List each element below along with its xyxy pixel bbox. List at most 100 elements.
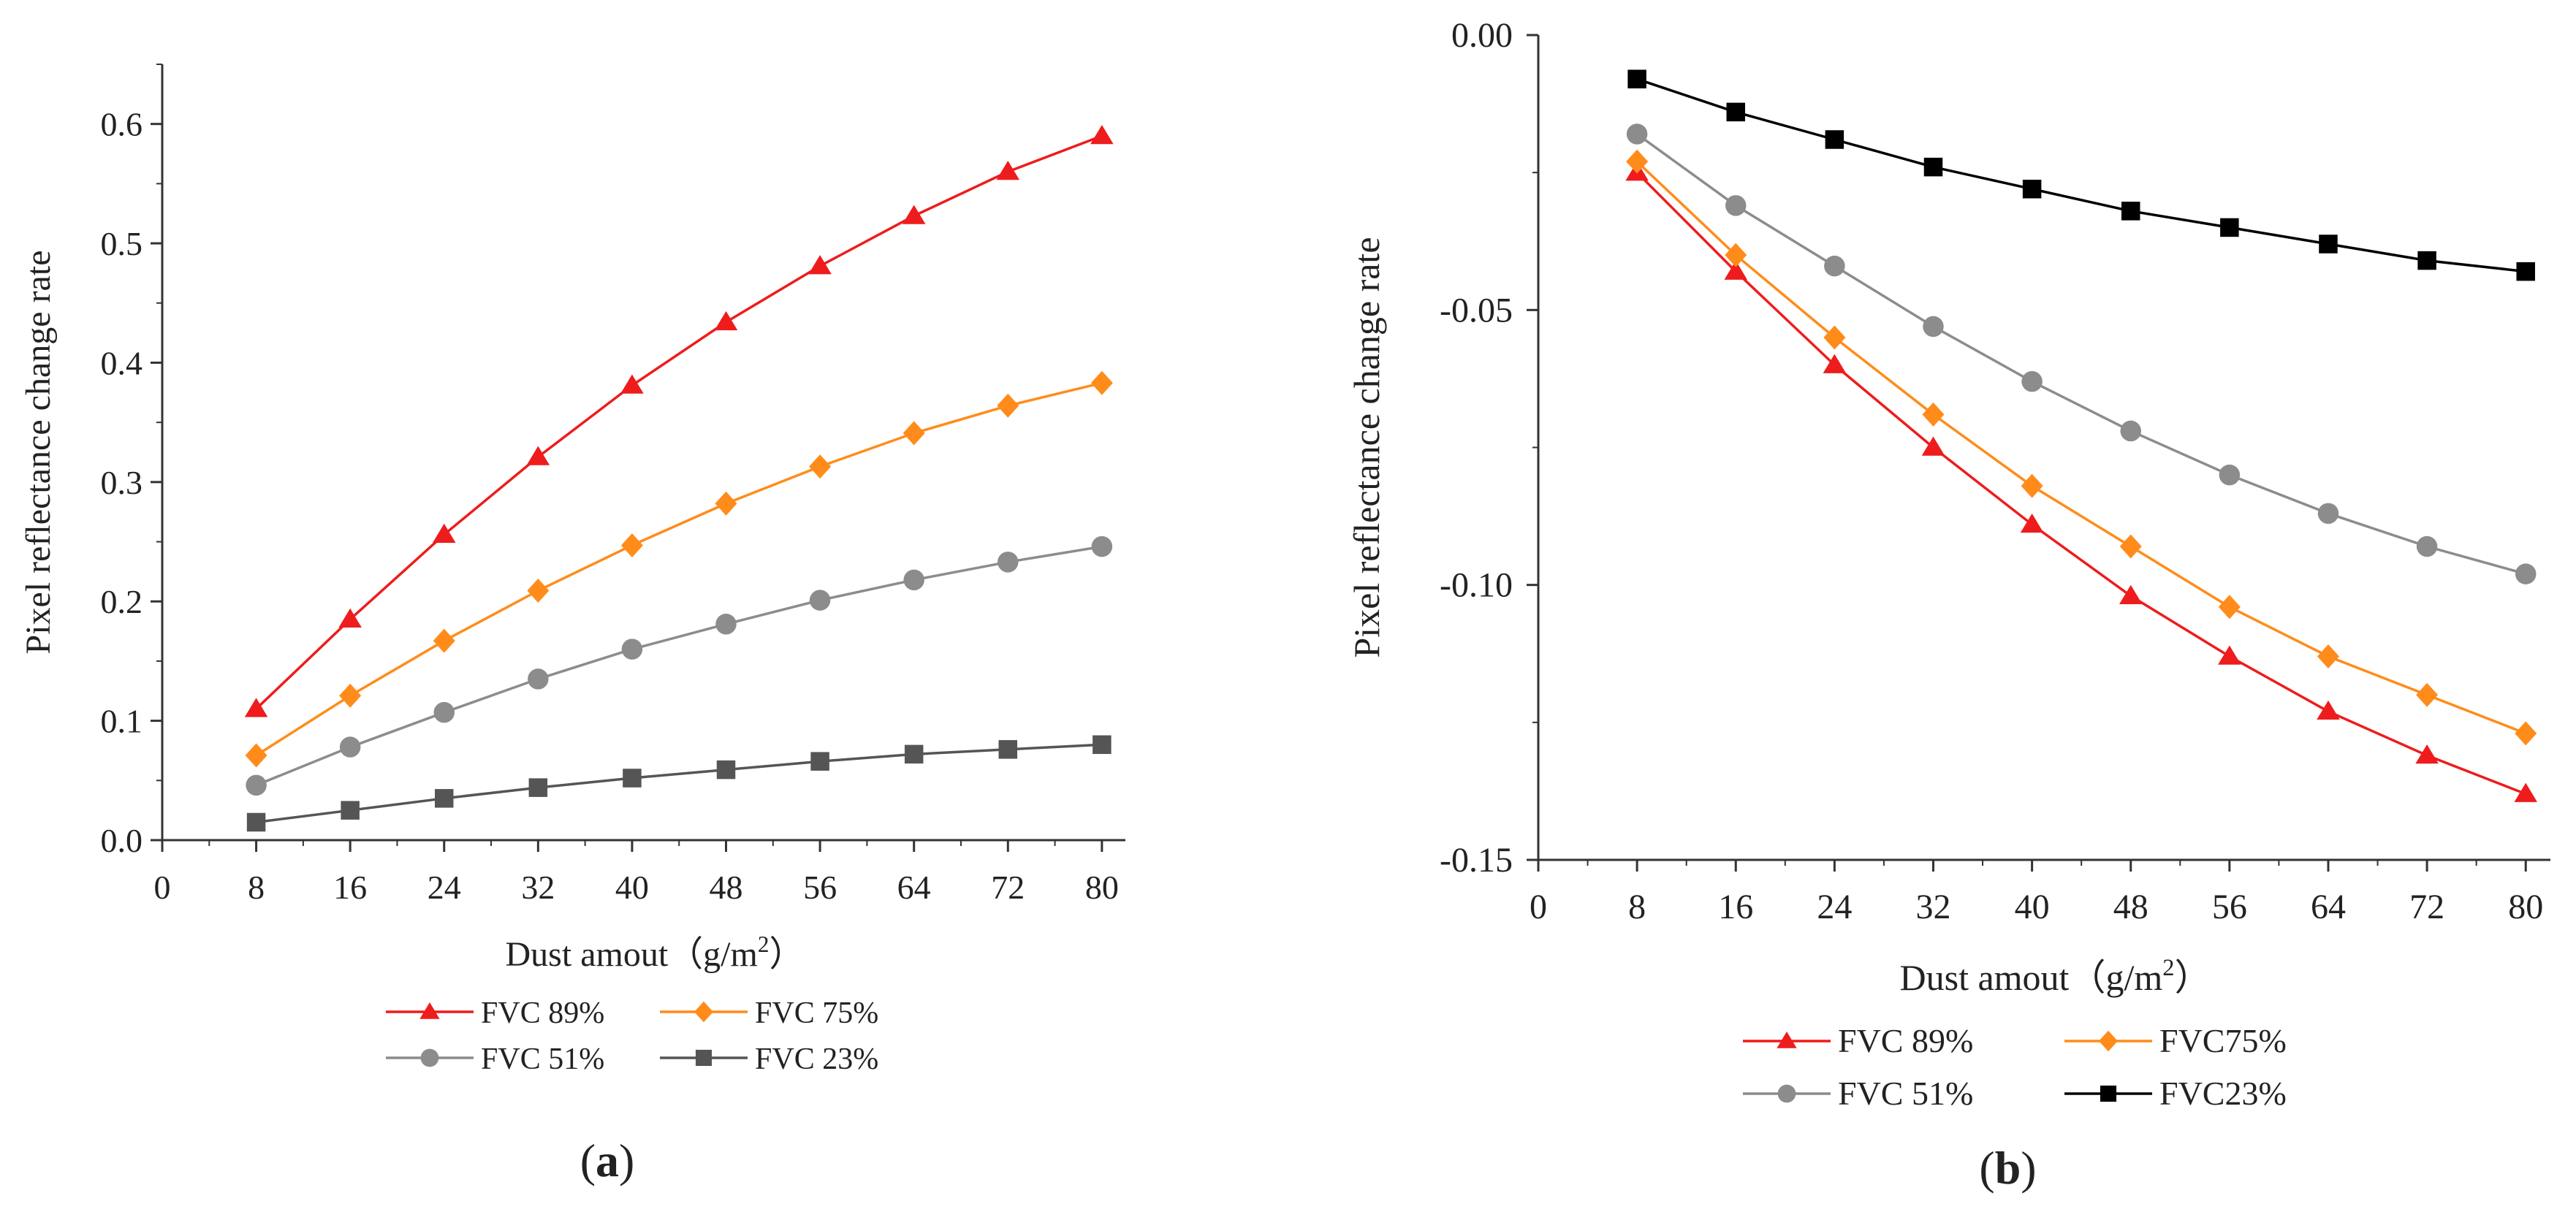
series-line-2	[255, 545, 1103, 787]
data-point	[2514, 782, 2537, 802]
x-tick-label: 64	[897, 869, 931, 906]
data-point	[1725, 243, 1747, 267]
legend-marker	[2100, 1085, 2117, 1102]
legend-label: FVC75%	[2159, 1022, 2287, 1059]
data-point	[1626, 149, 1649, 174]
data-point	[1923, 316, 1944, 338]
series-line-2	[1636, 133, 2526, 576]
data-point	[2020, 513, 2044, 533]
series-line-1	[1635, 160, 2526, 735]
data-point	[338, 608, 362, 628]
legend-marker	[695, 1049, 713, 1067]
data-point	[1825, 130, 1844, 149]
x-axis-title: Dust amout（g/m2）	[506, 931, 805, 974]
data-point	[716, 760, 736, 780]
panel-label: (b)	[1979, 1142, 2036, 1194]
data-point	[1725, 195, 1747, 216]
x-tick-label: 40	[2015, 888, 2050, 926]
data-point	[620, 374, 644, 394]
chart-panel-a: 0 8 16 24 32 40 48 56 64 72 80 0.0 0.1 0.2 0.3 0.4 0.5 0.…	[19, 64, 1125, 1186]
legend-label: FVC 51%	[1838, 1075, 1973, 1112]
data-point	[1923, 157, 1943, 177]
y-tick-label: 0.0	[101, 822, 143, 859]
data-point	[2022, 179, 2042, 199]
data-point	[2119, 584, 2143, 604]
data-point	[246, 774, 267, 796]
x-tick-label: 0	[1530, 888, 1547, 926]
data-point	[2515, 721, 2537, 746]
data-point	[526, 446, 550, 465]
data-point	[715, 491, 737, 516]
data-point	[621, 639, 643, 660]
data-point	[2021, 473, 2043, 498]
data-point	[528, 668, 549, 690]
data-point	[623, 769, 642, 788]
data-point	[2317, 700, 2340, 720]
x-axis-title: Dust amout（g/m2）	[1900, 955, 2211, 998]
data-point	[435, 789, 454, 808]
y-tick-label: -0.05	[1440, 291, 1513, 329]
legend-marker	[420, 1048, 439, 1067]
x-tick-label: 16	[1718, 888, 1753, 926]
data-point	[714, 310, 738, 331]
data-point	[2416, 682, 2439, 707]
data-point	[2121, 202, 2140, 221]
data-point	[1090, 125, 1114, 145]
chart-panel-b: 0 8 16 24 32 40 48 56 64 72 80 0.00 -0.05 -0.10 -0.15 P…	[1346, 16, 2550, 1194]
series-line-1	[255, 381, 1103, 757]
data-point	[433, 701, 455, 723]
x-tick-label: 16	[333, 869, 367, 906]
legend-label: FVC 75%	[755, 996, 878, 1030]
data-point	[2515, 563, 2537, 584]
x-tick-label: 8	[248, 869, 265, 906]
data-point	[528, 778, 548, 797]
legend-marker	[1777, 1084, 1796, 1103]
data-point	[903, 421, 925, 446]
data-point	[1922, 402, 1945, 427]
data-point	[246, 812, 266, 832]
x-tick-label: 40	[615, 869, 649, 906]
series-line-3	[1636, 77, 2526, 273]
data-point	[809, 454, 832, 479]
data-point	[1823, 354, 1847, 373]
data-point	[904, 744, 924, 764]
data-point	[1626, 123, 1648, 145]
data-point	[527, 579, 550, 603]
data-point	[1091, 536, 1113, 557]
data-point	[715, 614, 737, 635]
y-tick-label: 0.4	[101, 344, 143, 381]
data-point	[2120, 420, 2141, 442]
data-point	[2319, 235, 2338, 254]
data-point	[620, 533, 643, 557]
data-point	[2516, 262, 2535, 281]
x-tick-label: 24	[428, 869, 461, 906]
data-point	[244, 698, 268, 717]
data-point	[997, 393, 1019, 418]
legend-marker	[694, 1001, 713, 1023]
data-point	[998, 552, 1019, 573]
x-tick-label: 24	[1817, 888, 1852, 926]
y-tick-label: 0.3	[101, 464, 143, 501]
x-tick-label: 72	[991, 869, 1025, 906]
data-point	[2219, 464, 2241, 486]
x-tick-label: 32	[521, 869, 555, 906]
y-tick-label: 0.2	[101, 583, 143, 620]
legend-label: FVC 23%	[755, 1043, 878, 1076]
data-point	[433, 523, 456, 543]
x-tick-label: 48	[710, 869, 743, 906]
y-tick-label: -0.15	[1440, 841, 1513, 880]
data-point	[339, 683, 362, 708]
legend-label: FVC 89%	[481, 996, 604, 1030]
data-point	[341, 801, 360, 820]
data-point	[2317, 503, 2339, 525]
y-tick-label: 0.6	[101, 106, 143, 143]
data-point	[2220, 218, 2239, 237]
x-tick-label: 72	[2409, 888, 2444, 926]
y-axis-title: Pixel reflectance change rate	[1346, 237, 1387, 658]
legend-label: FVC 51%	[481, 1043, 604, 1076]
data-point	[2416, 536, 2438, 557]
data-point	[339, 736, 361, 758]
x-tick-label: 80	[1085, 869, 1119, 906]
data-point	[809, 590, 831, 611]
data-point	[808, 255, 832, 275]
